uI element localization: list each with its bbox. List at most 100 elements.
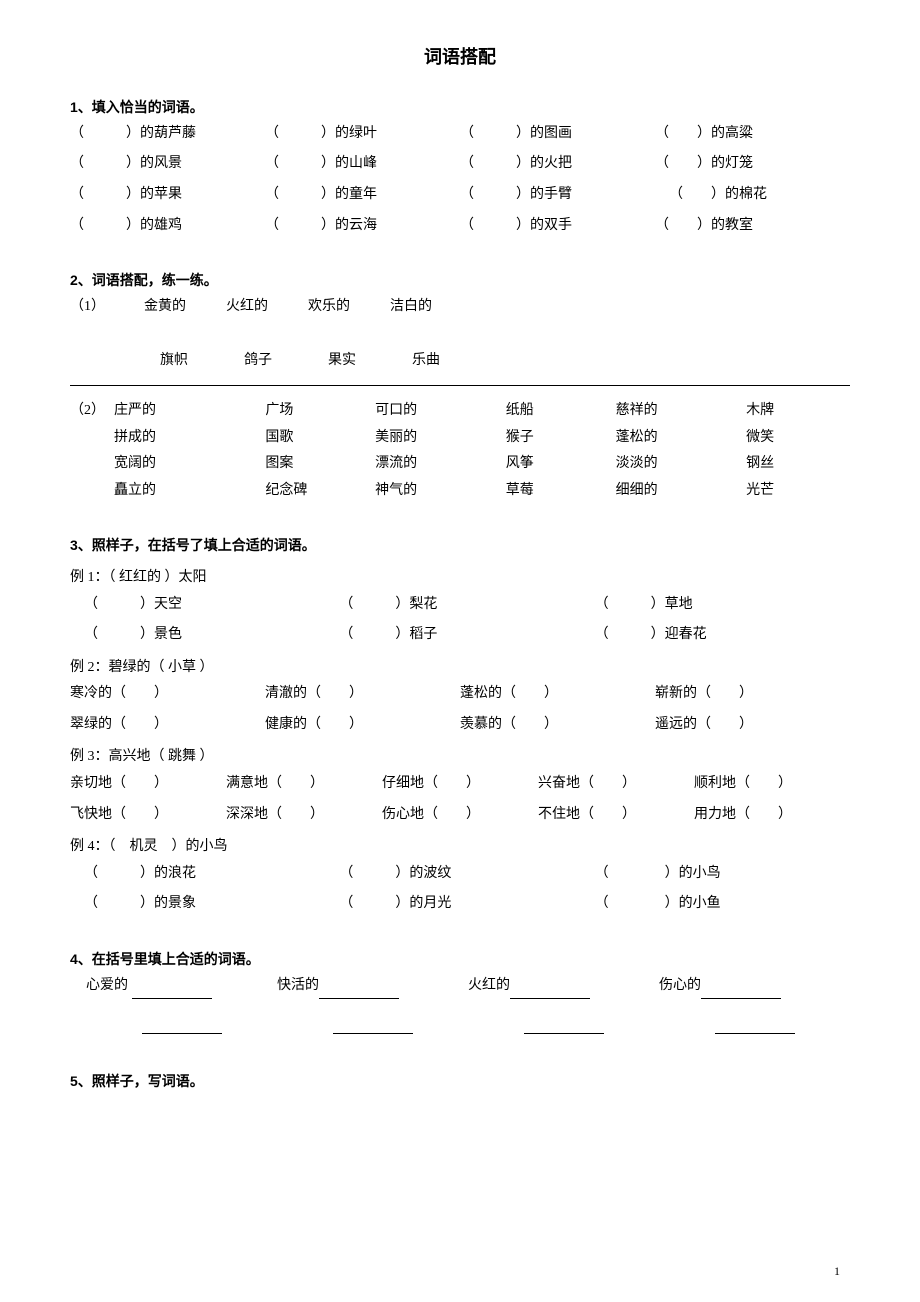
ex1-cell: （ ）迎春花 — [595, 622, 850, 649]
s2p2-cell: 蓬松的 — [616, 425, 741, 452]
ex2-cell: 蓬松的（ ） — [460, 681, 655, 708]
s2p2-cell: 微笑 — [746, 425, 850, 452]
s2p2-cell: 草莓 — [506, 478, 610, 505]
ex1-cell: （ ）景色 — [84, 622, 339, 649]
s2p2-cell: 纸船 — [506, 398, 610, 425]
s1-cell: （ ）的灯笼 — [655, 151, 850, 178]
section1-head: 1、填入恰当的词语。 — [70, 94, 850, 121]
ex3-cell: 亲切地（ ） — [70, 771, 226, 798]
section3-head: 3、照样子，在括号了填上合适的词语。 — [70, 532, 850, 559]
s1-cell: （ ）的苹果 — [70, 182, 265, 209]
ex1-cell: （ ）梨花 — [339, 592, 594, 619]
s2p1-top: 欢乐的 — [308, 294, 350, 321]
s1-cell: （ ）的教室 — [655, 213, 850, 240]
ex1-cell: （ ）天空 — [84, 592, 339, 619]
s2p2-cell: 宽阔的 — [114, 451, 259, 478]
s2p2-cell: 光芒 — [746, 478, 850, 505]
ex3-cell: 满意地（ ） — [226, 771, 382, 798]
s2p2-cell: 图案 — [265, 451, 369, 478]
s2p1-bottom: 鸽子 — [244, 348, 272, 375]
ex4-cell: （ ）的浪花 — [84, 861, 339, 888]
page-title: 词语搭配 — [70, 40, 850, 74]
s2p2-cell: 拼成的 — [114, 425, 259, 452]
s2p2-cell: 纪念碑 — [265, 478, 369, 505]
s2p2-cell: 风筝 — [506, 451, 610, 478]
ex4-cell: （ ）的小鱼 — [595, 891, 850, 918]
s4-item: 快活的 — [277, 973, 468, 1000]
s2p2-cell: 细细的 — [616, 478, 741, 505]
s1-cell: （ ）的火把 — [460, 151, 655, 178]
s1-cell: （ ）的雄鸡 — [70, 213, 265, 240]
ex1-cell: （ ）草地 — [595, 592, 850, 619]
ex2-cell: 遥远的（ ） — [655, 712, 850, 739]
blank-line — [715, 1019, 795, 1034]
ex4-label: 例 4：（ 机灵 ）的小鸟 — [70, 834, 850, 861]
ex2-cell: 崭新的（ ） — [655, 681, 850, 708]
ex2-label: 例 2：碧绿的（ 小草 ） — [70, 655, 850, 682]
s2p2-cell: 木牌 — [746, 398, 850, 425]
s1-cell: （ ）的手臂 — [460, 182, 655, 209]
s1-cell: （ ）的山峰 — [265, 151, 460, 178]
s1-cell: （ ）的双手 — [460, 213, 655, 240]
blank-line — [524, 1019, 604, 1034]
ex4-cell: （ ）的波纹 — [339, 861, 594, 888]
s2p2-cell: 猴子 — [506, 425, 610, 452]
s4-item: 心爱的 — [86, 973, 277, 1000]
s2p1-bottom: 果实 — [328, 348, 356, 375]
ex2-cell: 翠绿的（ ） — [70, 712, 265, 739]
s2p1-top: 洁白的 — [390, 294, 432, 321]
s4-item: 伤心的 — [659, 973, 850, 1000]
s2p1-bottom: 旗帜 — [160, 348, 188, 375]
s2p2-cell: 国歌 — [265, 425, 369, 452]
s1-cell: （ ）的风景 — [70, 151, 265, 178]
divider — [70, 385, 850, 386]
section5-head: 5、照样子，写词语。 — [70, 1068, 850, 1095]
s1-cell: （ ）的葫芦藤 — [70, 121, 265, 148]
ex3-cell: 伤心地（ ） — [382, 802, 538, 829]
blank-line — [333, 1019, 413, 1034]
s2p1-label: （1） — [70, 294, 114, 321]
ex2-cell: 健康的（ ） — [265, 712, 460, 739]
ex1-label: 例 1：（ 红红的 ）太阳 — [70, 565, 850, 592]
s2p1-top: 金黄的 — [144, 294, 186, 321]
blank-line — [142, 1019, 222, 1034]
ex3-cell: 顺利地（ ） — [694, 771, 850, 798]
ex2-cell: 寒冷的（ ） — [70, 681, 265, 708]
s2p1-top: 火红的 — [226, 294, 268, 321]
ex3-cell: 兴奋地（ ） — [538, 771, 694, 798]
ex3-cell: 飞快地（ ） — [70, 802, 226, 829]
s1-cell: （ ）的图画 — [460, 121, 655, 148]
s2p2-label: （2） — [70, 398, 114, 504]
s1-cell: （ ）的绿叶 — [265, 121, 460, 148]
ex3-cell: 仔细地（ ） — [382, 771, 538, 798]
s2p2-cell: 广场 — [265, 398, 369, 425]
s2p2-cell: 庄严的 — [114, 398, 259, 425]
section4-head: 4、在括号里填上合适的词语。 — [70, 946, 850, 973]
section1-body: （ ）的葫芦藤 （ ）的绿叶 （ ）的图画 （ ）的高粱 （ ）的风景 （ ）的… — [70, 121, 850, 239]
s2p2-cell: 矗立的 — [114, 478, 259, 505]
ex3-cell: 不住地（ ） — [538, 802, 694, 829]
ex3-label: 例 3：高兴地（ 跳舞 ） — [70, 744, 850, 771]
section2-part1: （1） 金黄的 火红的 欢乐的 洁白的 旗帜 鸽子 果实 乐曲 — [70, 294, 850, 375]
ex4-cell: （ ）的小鸟 — [595, 861, 850, 888]
ex3-cell: 用力地（ ） — [694, 802, 850, 829]
s4-item: 火红的 — [468, 973, 659, 1000]
s1-cell: （ ）的童年 — [265, 182, 460, 209]
s2p2-cell: 钢丝 — [746, 451, 850, 478]
page-number: 1 — [834, 1260, 840, 1283]
ex2-cell: 清澈的（ ） — [265, 681, 460, 708]
s2p2-cell: 漂流的 — [375, 451, 500, 478]
section2-head: 2、词语搭配，练一练。 — [70, 267, 850, 294]
s1-cell: （ ）的高粱 — [655, 121, 850, 148]
ex3-cell: 深深地（ ） — [226, 802, 382, 829]
ex1-cell: （ ）稻子 — [339, 622, 594, 649]
s2p2-cell: 美丽的 — [375, 425, 500, 452]
s1-cell: （ ）的云海 — [265, 213, 460, 240]
s2p2-cell: 淡淡的 — [616, 451, 741, 478]
s2p1-bottom: 乐曲 — [412, 348, 440, 375]
section2-part2: （2） 庄严的 广场 可口的 纸船 慈祥的 木牌 拼成的 国歌 美丽的 猴子 蓬… — [70, 398, 850, 504]
s2p2-cell: 慈祥的 — [616, 398, 741, 425]
ex4-cell: （ ）的月光 — [339, 891, 594, 918]
ex2-cell: 羡慕的（ ） — [460, 712, 655, 739]
s2p2-cell: 可口的 — [375, 398, 500, 425]
